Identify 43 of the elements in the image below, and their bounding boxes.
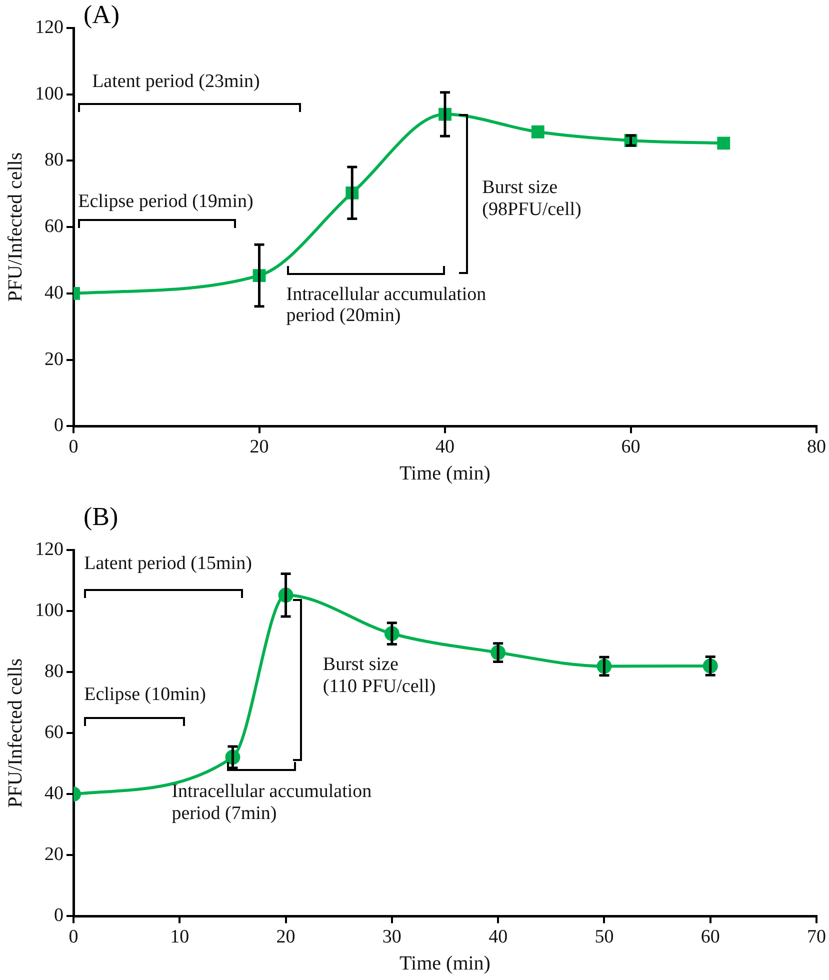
y-axis-title: PFU/Infected cells <box>4 152 26 302</box>
annotation: Latent period (23min) <box>92 71 260 93</box>
x-tick-label: 30 <box>382 926 402 948</box>
x-tick-label: 60 <box>621 436 640 458</box>
point <box>531 125 544 138</box>
x-tick-label: 0 <box>68 436 78 458</box>
y-axis-title: PFU/Infected cells <box>4 658 26 808</box>
y-tick-label: 80 <box>44 661 64 682</box>
x-axis-title: Time (min) <box>400 952 490 974</box>
x-tick-label: 0 <box>68 926 78 948</box>
y-tick-label: 40 <box>44 282 64 304</box>
y-tick-label: 20 <box>44 844 64 866</box>
point <box>717 136 730 150</box>
x-tick-label: 20 <box>250 436 269 458</box>
y-tick-label: 20 <box>44 348 64 370</box>
annotation: Latent period (15min) <box>84 553 252 575</box>
chart-title: (B) <box>84 502 118 532</box>
y-tick-label: 40 <box>44 783 64 804</box>
x-tick-label: 40 <box>488 926 508 948</box>
y-tick-label: 120 <box>35 16 64 38</box>
y-tick-label: 60 <box>44 216 64 238</box>
x-tick-label: 40 <box>436 436 454 458</box>
y-tick-label: 60 <box>44 722 64 744</box>
x-tick-label: 10 <box>170 926 190 948</box>
x-tick-label: 80 <box>807 436 826 458</box>
annotation: Burst size (98PFU/cell) <box>482 177 582 221</box>
x-tick-label: 60 <box>700 926 720 948</box>
x-tick-label: 50 <box>594 926 614 948</box>
y-tick-label: 0 <box>54 415 64 436</box>
annotation: Intracellular accumulation period (20min) <box>286 284 486 328</box>
y-tick-label: 120 <box>35 538 64 560</box>
annotation: Eclipse period (19min) <box>78 190 254 212</box>
x-tick-label: 70 <box>807 926 826 948</box>
x-axis-title: Time (min) <box>400 462 490 484</box>
y-tick-label: 100 <box>35 83 64 104</box>
x-tick-label: 20 <box>276 926 296 948</box>
y-tick-label: 80 <box>44 150 64 171</box>
y-tick-label: 100 <box>35 600 64 622</box>
annotation: Burst size (110 PFU/cell) <box>322 654 436 698</box>
annotation: Intracellular accumulation period (7min) <box>172 781 372 825</box>
chart-title: (A) <box>84 0 120 30</box>
annotation: Eclipse (10min) <box>84 684 206 706</box>
y-tick-label: 0 <box>54 905 64 926</box>
